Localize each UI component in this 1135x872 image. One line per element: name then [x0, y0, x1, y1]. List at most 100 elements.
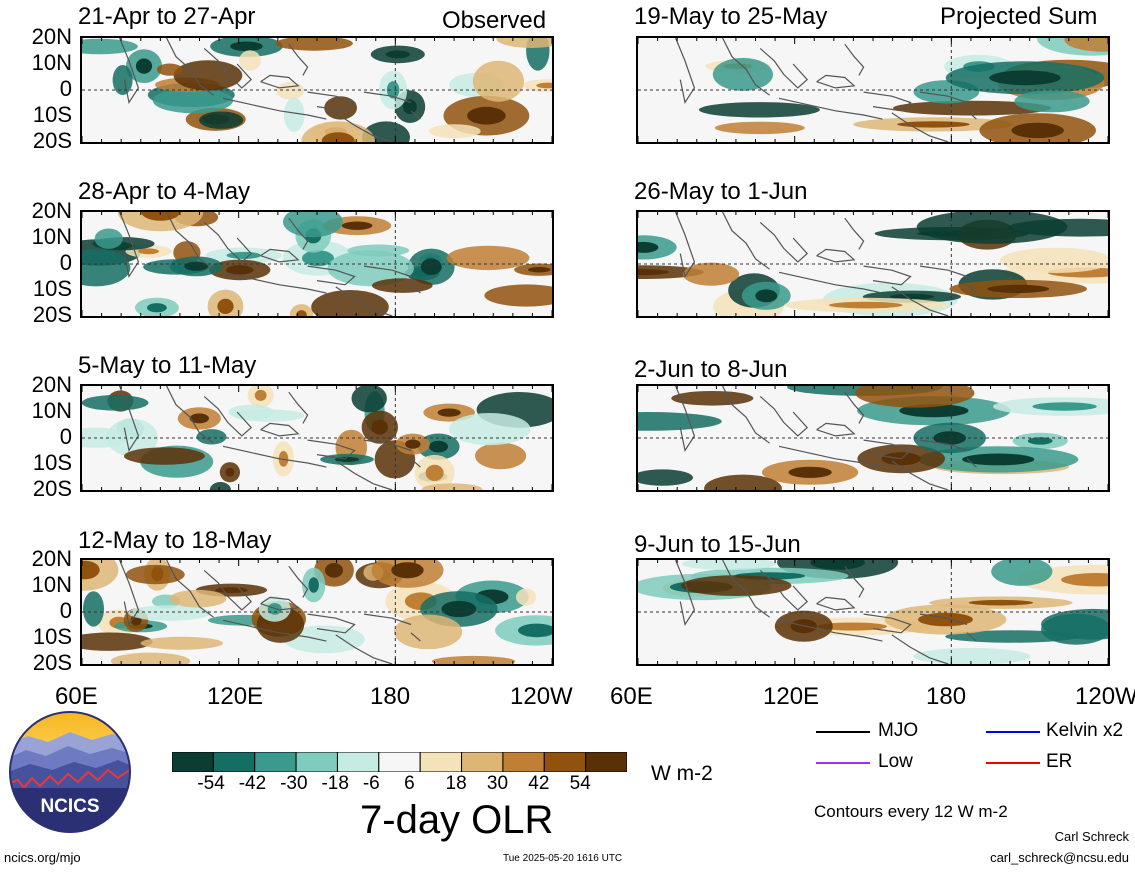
- lat-label-20s: 20S: [32, 650, 72, 675]
- figure-title: 7-day OLR: [360, 798, 554, 842]
- projected-panel-1-title: 19-May to 25-May: [634, 3, 828, 30]
- olr-anomaly-blob: [152, 88, 233, 114]
- olr-anomaly-core: [1061, 573, 1108, 587]
- olr-anomaly-core: [889, 293, 934, 300]
- lon-label-60e-left: 60E: [55, 683, 98, 710]
- olr-anomaly-blob: [472, 60, 524, 102]
- coastline: [966, 632, 977, 642]
- olr-anomaly-blob: [446, 245, 530, 271]
- olr-anomaly-blob: [1041, 608, 1108, 640]
- coastline: [203, 569, 253, 611]
- coastline: [778, 619, 883, 642]
- legend-line-low: [816, 762, 870, 764]
- coastline: [260, 422, 300, 437]
- olr-anomaly-blob: [140, 636, 223, 650]
- olr-anomaly-core: [638, 241, 659, 253]
- olr-anomaly-blob: [82, 249, 131, 287]
- lat-label-0: 0: [59, 424, 72, 449]
- coastline: [203, 395, 253, 437]
- lat-label-10s: 10S: [32, 450, 72, 475]
- projected-panel-4-title: 9-Jun to 15-Jun: [634, 531, 801, 558]
- coastline: [288, 391, 309, 424]
- olr-anomaly-core: [296, 310, 307, 316]
- lat-label-0: 0: [59, 76, 72, 101]
- lat-label-10n: 10N: [31, 224, 72, 249]
- coastline: [759, 569, 809, 611]
- lat-label-0: 0: [59, 598, 72, 623]
- olr-anomaly-blob: [421, 483, 483, 490]
- coastline: [307, 439, 356, 460]
- olr-anomaly-blob: [156, 63, 183, 76]
- lat-label-20s: 20S: [32, 302, 72, 327]
- projected-header: Projected Sum: [940, 3, 1098, 30]
- olr-anomaly-blob: [893, 100, 1051, 116]
- olr-anomaly-core: [420, 258, 442, 275]
- olr-anomaly-core: [226, 251, 261, 259]
- olr-anomaly-blob: [916, 212, 1068, 244]
- olr-anomaly-core: [341, 221, 373, 230]
- coastline: [119, 560, 140, 627]
- olr-anomaly-blob: [714, 121, 805, 135]
- coastline: [288, 217, 309, 250]
- olr-anomaly-core: [829, 301, 903, 309]
- coastline: [166, 560, 214, 618]
- legend-label-mjo: MJO: [878, 720, 919, 741]
- colorbar-swatch: [171, 751, 214, 773]
- author-email[interactable]: carl_schreck@ncsu.edu: [990, 850, 1129, 865]
- olr-anomaly-core: [254, 389, 267, 401]
- legend-label-er: ER: [1046, 751, 1073, 772]
- olr-anomaly-blob: [712, 57, 773, 91]
- coastline: [863, 613, 912, 634]
- observed-map-panel-4: [80, 558, 554, 666]
- colorbar: [171, 751, 628, 773]
- colorbar-tick-label: -42: [238, 773, 267, 794]
- olr-anomaly-core: [230, 41, 263, 52]
- colorbar-swatch: [295, 751, 338, 773]
- olr-anomaly-core: [989, 70, 1061, 86]
- coastline: [307, 613, 356, 634]
- olr-anomaly-core: [933, 431, 966, 445]
- coastline: [778, 271, 883, 294]
- olr-anomaly-core: [437, 408, 461, 417]
- olr-anomaly-blob: [1014, 90, 1090, 113]
- observed-map-panel-2: [80, 210, 554, 318]
- olr-anomaly-blob: [372, 278, 433, 293]
- coastline: [966, 458, 977, 468]
- coastline: [119, 212, 140, 279]
- projected-map-panel-4: [636, 558, 1110, 666]
- colorbar-tick-label: -54: [197, 773, 225, 794]
- colorbar-swatch: [254, 751, 297, 773]
- observed-panel-1-title: 21-Apr to 27-Apr: [78, 3, 256, 30]
- olr-anomaly-blob: [82, 632, 153, 651]
- coastline: [778, 445, 883, 468]
- colorbar-swatch: [461, 751, 504, 773]
- olr-anomaly-core: [138, 248, 159, 255]
- olr-anomaly-core: [1032, 402, 1097, 411]
- coastline: [363, 613, 412, 626]
- lat-label-10s: 10S: [32, 276, 72, 301]
- projected-panel-2-title: 26-May to 1-Jun: [634, 178, 808, 205]
- olr-anomaly-core: [817, 622, 888, 631]
- colorbar-tick-label: -6: [362, 773, 380, 794]
- coastline: [335, 286, 393, 316]
- projected-map-panel-1: [636, 36, 1110, 144]
- coastline: [675, 386, 696, 453]
- coastline: [410, 458, 421, 468]
- olr-anomaly-core: [810, 560, 865, 570]
- observed-panel-2-title: 28-Apr to 4-May: [78, 178, 251, 205]
- olr-anomaly-blob: [124, 447, 205, 465]
- website-url[interactable]: ncics.org/mjo: [4, 850, 81, 865]
- lat-label-20n: 20N: [31, 546, 72, 571]
- lon-label-180-left: 180: [370, 683, 411, 710]
- ncics-logo[interactable]: NCICS: [8, 710, 132, 834]
- observed-map-panel-1: [80, 36, 554, 144]
- olr-anomaly-blob: [289, 304, 314, 316]
- coastline: [675, 560, 696, 627]
- lon-label-180-right: 180: [926, 683, 967, 710]
- lat-label-0: 0: [59, 250, 72, 275]
- coastline: [863, 265, 912, 286]
- olr-anomaly-blob: [276, 81, 305, 100]
- legend: MJO Kelvin x2 Low ER: [812, 718, 1132, 786]
- coastline: [675, 212, 696, 279]
- olr-anomaly-blob: [1064, 38, 1108, 52]
